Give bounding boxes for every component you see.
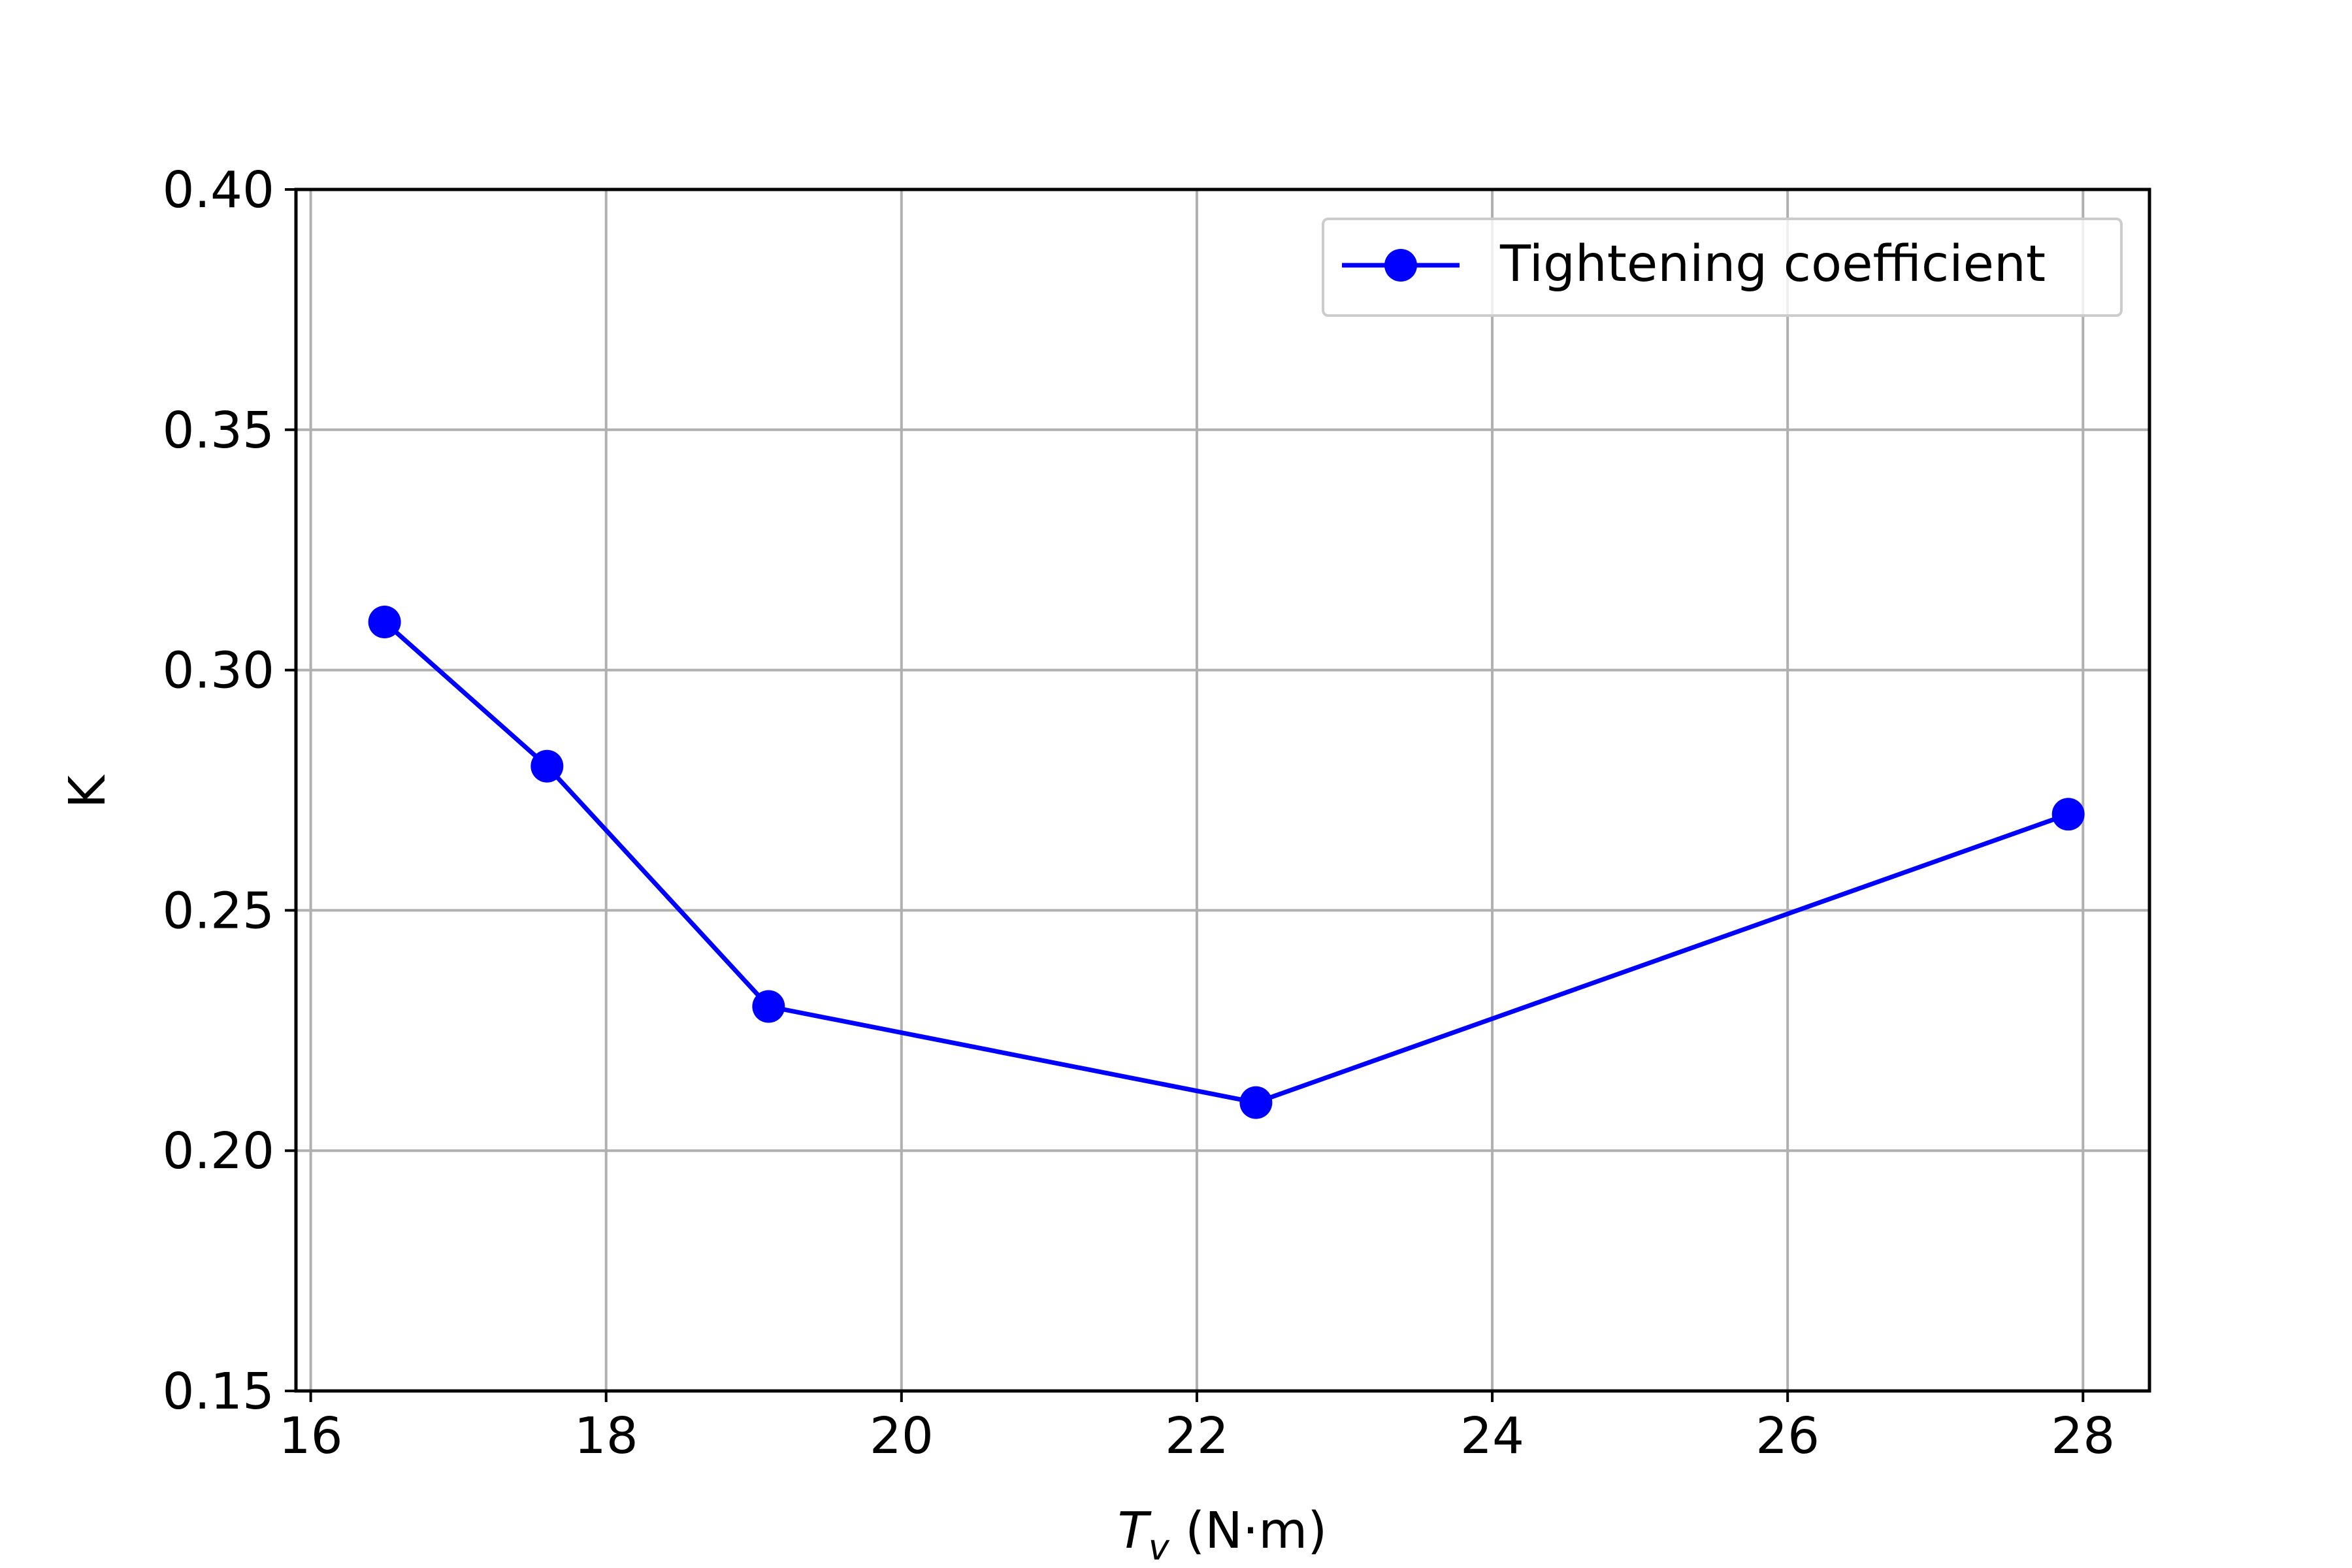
x-axis-label-unit: (N·m) — [1169, 1502, 1328, 1560]
x-axis-label: Tv (N·m) — [1118, 1502, 1328, 1568]
data-point — [1239, 1086, 1273, 1119]
data-point — [368, 606, 401, 639]
x-tick-label: 16 — [279, 1407, 343, 1465]
x-tick-label: 18 — [574, 1407, 638, 1465]
axis-ticks: 16 18 20 22 24 26 28 0.15 0.20 0.25 0.30 0.35 0.40 — [163, 161, 2115, 1465]
y-tick-label: 0.40 — [163, 161, 274, 220]
y-tick-label: 0.30 — [163, 642, 274, 700]
x-tick-label: 22 — [1165, 1407, 1229, 1465]
plot-frame — [294, 188, 2151, 1393]
series — [368, 606, 2085, 1119]
legend: Tightening coefficient — [1322, 218, 2123, 317]
data-point — [752, 990, 785, 1023]
legend-marker-swatch — [1384, 249, 1417, 282]
data-point — [531, 749, 564, 783]
x-tick-label: 28 — [2051, 1407, 2115, 1465]
y-tick-label: 0.35 — [163, 402, 274, 460]
y-tick-label: 0.20 — [163, 1122, 274, 1181]
grid — [296, 188, 2149, 1392]
legend-entry-label: Tightening coefficient — [1499, 235, 2046, 293]
x-tick-label: 24 — [1460, 1407, 1524, 1465]
series-line — [383, 620, 2069, 1105]
x-axis-label-subscript: v — [1149, 1527, 1170, 1568]
x-axis-label-symbol: T — [1118, 1502, 1152, 1560]
y-axis-label: K — [59, 774, 117, 808]
legend-box — [1322, 218, 2123, 317]
y-tick-label: 0.25 — [163, 882, 274, 940]
y-tick-label: 0.15 — [163, 1363, 274, 1421]
x-tick-label: 20 — [870, 1407, 934, 1465]
data-point — [2051, 798, 2085, 831]
x-tick-label: 26 — [1756, 1407, 1820, 1465]
